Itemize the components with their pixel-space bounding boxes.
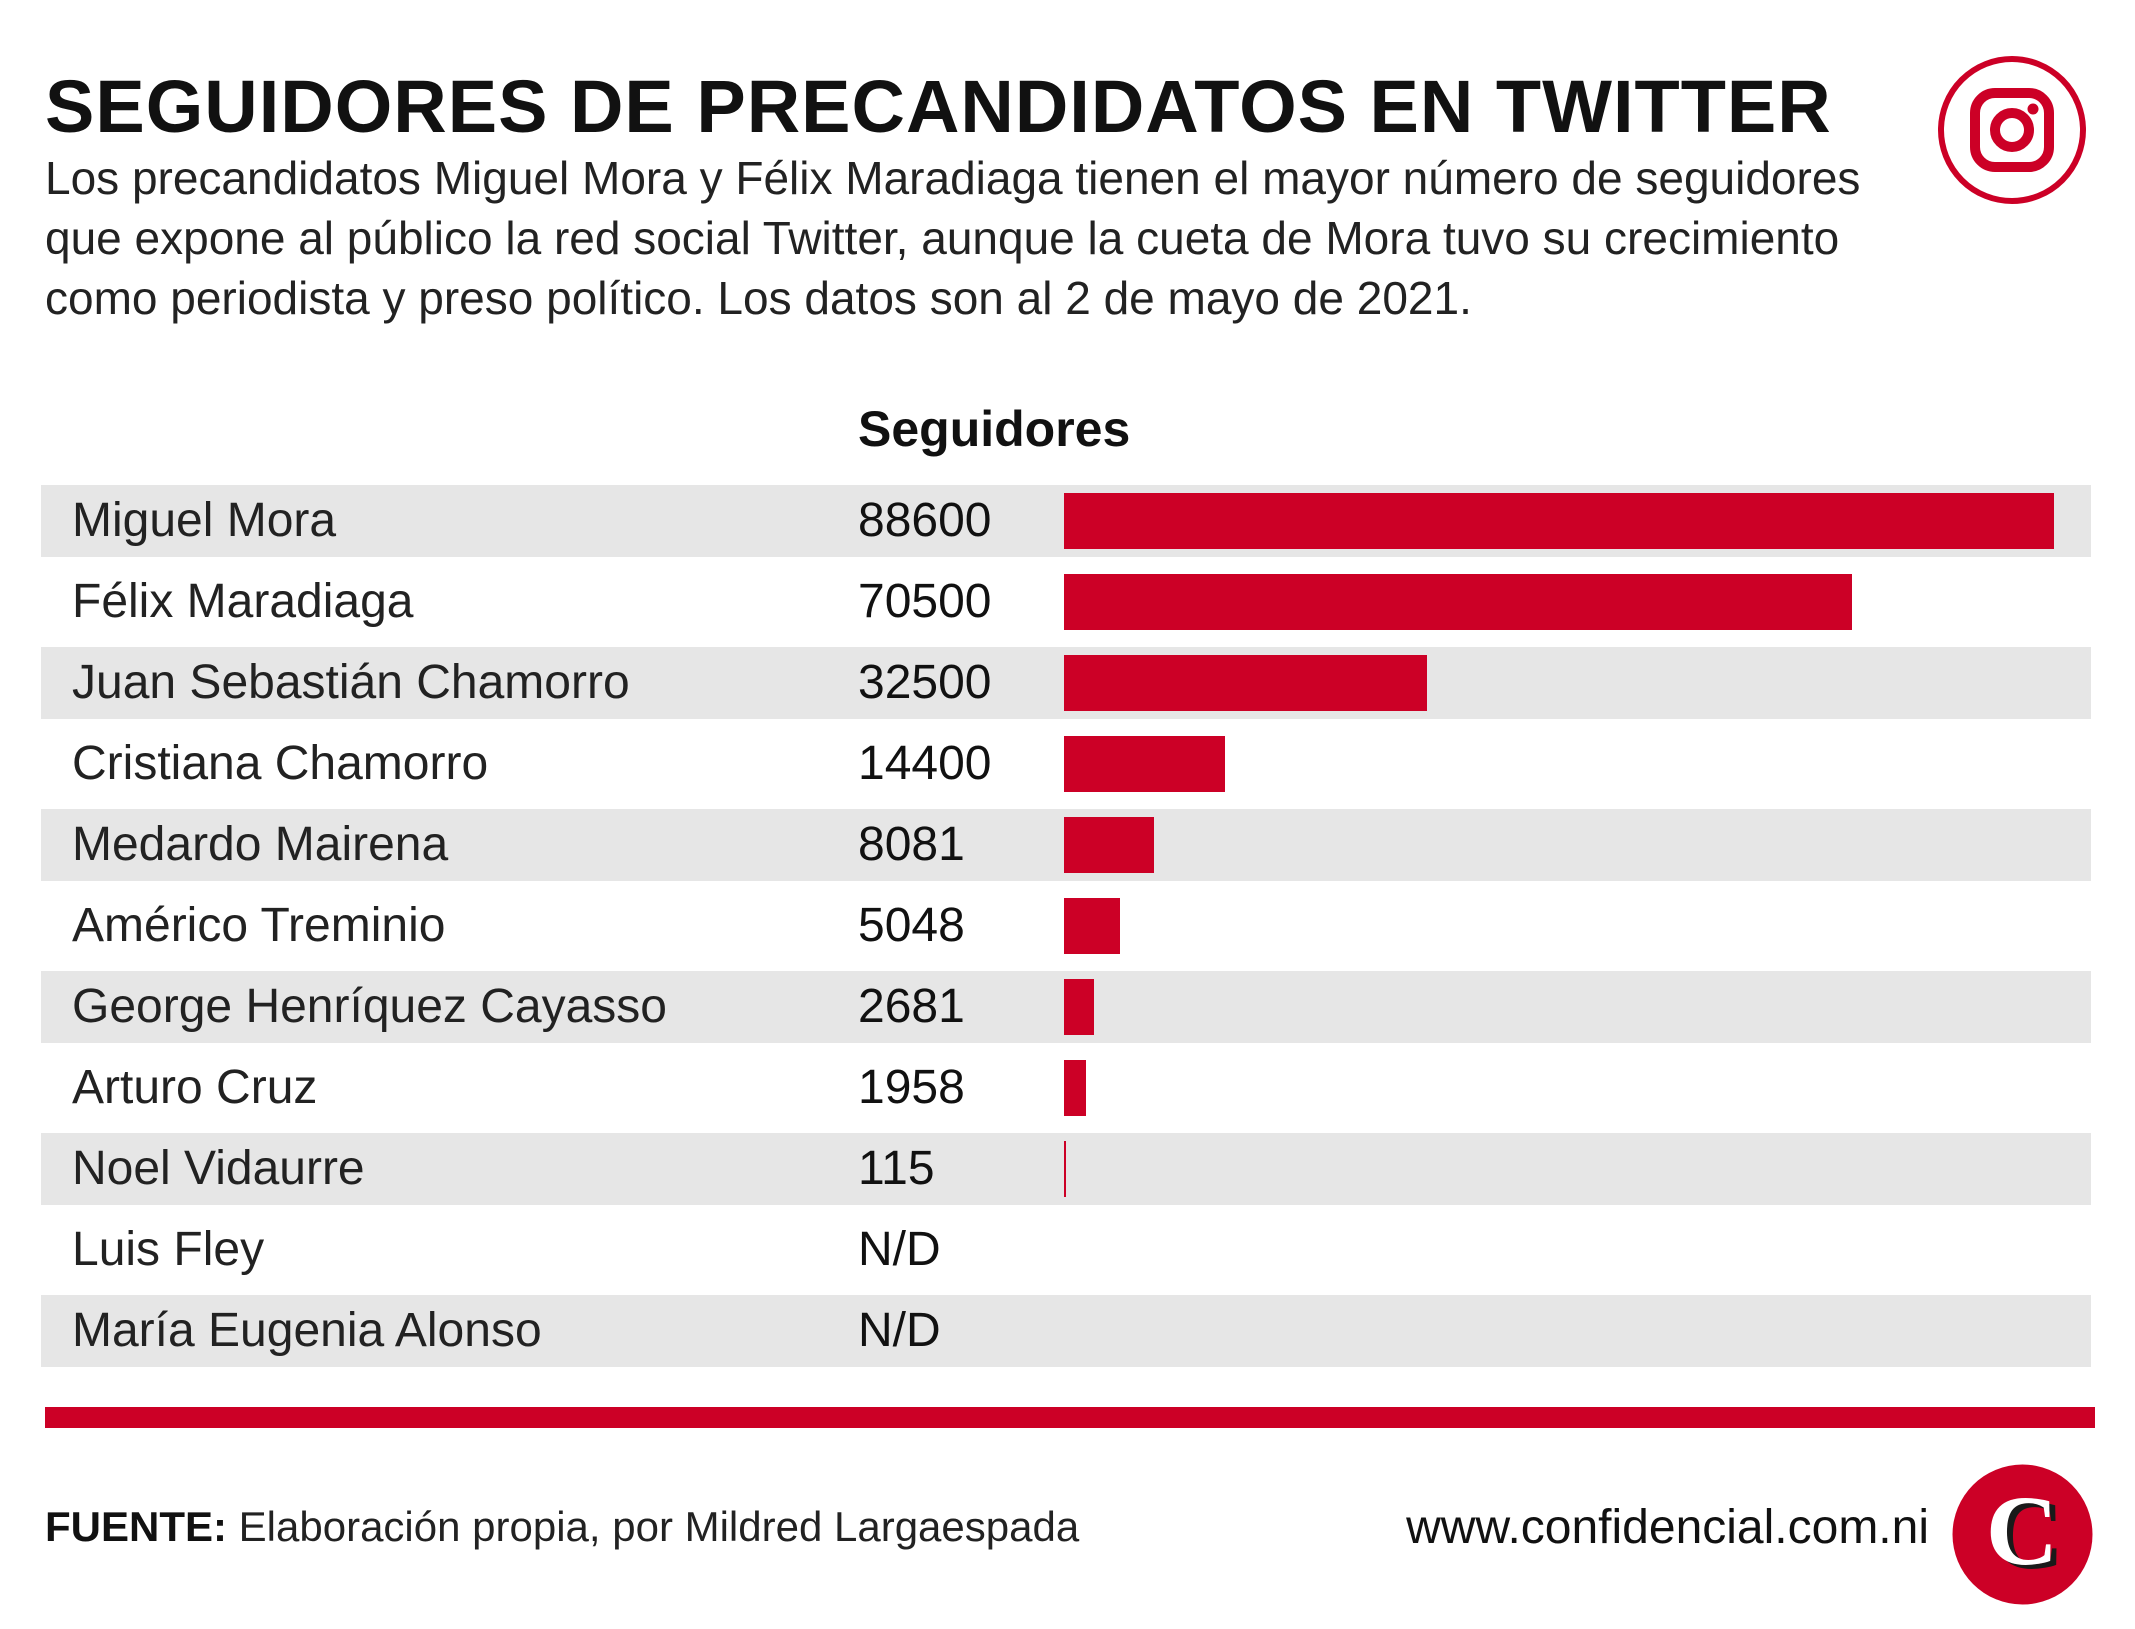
logo-letter-shadow: C bbox=[1986, 1475, 2058, 1586]
candidate-name: Cristiana Chamorro bbox=[72, 737, 489, 790]
value-column-header: Seguidores bbox=[858, 401, 1131, 457]
table-row: Luis Fley N/D bbox=[41, 1214, 2091, 1286]
table-row: Arturo Cruz 1958 bbox=[41, 1052, 2091, 1124]
table-row: Miguel Mora 88600 bbox=[41, 485, 2091, 557]
table-row: María Eugenia Alonso N/D bbox=[41, 1295, 2091, 1367]
candidate-name: Medardo Mairena bbox=[72, 818, 449, 871]
bar bbox=[1064, 1141, 1066, 1197]
source-note: FUENTE: Elaboración propia, por Mildred … bbox=[45, 1503, 1079, 1551]
footer-rule bbox=[45, 1407, 2095, 1428]
candidate-name: Arturo Cruz bbox=[72, 1061, 318, 1114]
follower-count: 14400 bbox=[858, 737, 992, 790]
logo-letter: C bbox=[1992, 1479, 2064, 1590]
bar bbox=[1064, 817, 1155, 873]
bar bbox=[1064, 736, 1225, 792]
table-row: Américo Treminio 5048 bbox=[41, 890, 2091, 962]
candidate-name: Félix Maradiaga bbox=[72, 575, 414, 628]
site-url[interactable]: www.confidencial.com.ni bbox=[1406, 1501, 1929, 1554]
bar bbox=[1064, 898, 1121, 954]
follower-count: 115 bbox=[858, 1142, 935, 1195]
follower-count: N/D bbox=[858, 1304, 941, 1357]
bar bbox=[1064, 655, 1428, 711]
candidate-name: Juan Sebastián Chamorro bbox=[72, 656, 630, 709]
table-row: Medardo Mairena 8081 bbox=[41, 809, 2091, 881]
candidate-name: María Eugenia Alonso bbox=[72, 1304, 542, 1357]
candidate-name: George Henríquez Cayasso bbox=[72, 980, 667, 1033]
bar bbox=[1064, 979, 1094, 1035]
candidate-name: Miguel Mora bbox=[72, 494, 337, 547]
bar bbox=[1064, 574, 1852, 630]
table-row: Cristiana Chamorro 14400 bbox=[41, 728, 2091, 800]
page-subtitle: Los precandidatos Miguel Mora y Félix Ma… bbox=[45, 152, 1861, 324]
follower-count: 32500 bbox=[858, 656, 992, 709]
follower-count: 88600 bbox=[858, 494, 992, 547]
follower-count: 5048 bbox=[858, 899, 965, 952]
source-text: Elaboración propia, por Mildred Largaesp… bbox=[227, 1503, 1080, 1550]
table-row: Noel Vidaurre 115 bbox=[41, 1133, 2091, 1205]
bar bbox=[1064, 1060, 1086, 1116]
candidate-name: Américo Treminio bbox=[72, 899, 446, 952]
confidencial-logo: C C bbox=[1952, 1464, 2093, 1605]
follower-count: N/D bbox=[858, 1223, 941, 1276]
table-row: George Henríquez Cayasso 2681 bbox=[41, 971, 2091, 1043]
follower-count: 70500 bbox=[858, 575, 992, 628]
followers-bar-chart: Miguel Mora 88600 Félix Maradiaga 70500 Juan… bbox=[41, 485, 2091, 1376]
instagram-icon bbox=[1938, 56, 2086, 204]
follower-count: 1958 bbox=[858, 1061, 965, 1114]
table-row: Juan Sebastián Chamorro 32500 bbox=[41, 647, 2091, 719]
bar bbox=[1064, 493, 2054, 549]
page-title: SEGUIDORES DE PRECANDIDATOS EN TWITTER bbox=[45, 65, 1832, 148]
follower-count: 2681 bbox=[858, 980, 965, 1033]
candidate-name: Noel Vidaurre bbox=[72, 1142, 365, 1195]
source-label: FUENTE: bbox=[45, 1503, 227, 1550]
follower-count: 8081 bbox=[858, 818, 965, 871]
table-row: Félix Maradiaga 70500 bbox=[41, 566, 2091, 638]
candidate-name: Luis Fley bbox=[72, 1223, 265, 1276]
